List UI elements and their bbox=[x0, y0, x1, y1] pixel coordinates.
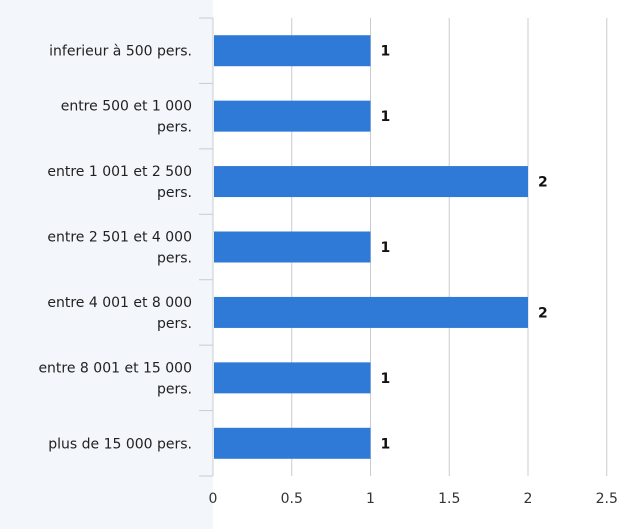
category-label-line: pers. bbox=[157, 316, 192, 332]
data-label: 2 bbox=[538, 175, 548, 191]
data-label: 1 bbox=[381, 240, 391, 256]
bar bbox=[214, 427, 371, 459]
category-label: plus de 15 000 pers. bbox=[48, 436, 192, 452]
x-axis-tick-labels: 0 0.5 1 1.5 2 2.5 bbox=[209, 491, 618, 507]
bar bbox=[214, 231, 371, 263]
x-tick-label: 0.5 bbox=[281, 491, 303, 507]
bar bbox=[214, 362, 371, 394]
category-label: entre 4 001 et 8 000 pers. bbox=[47, 295, 192, 332]
bar bbox=[214, 35, 371, 67]
category-label-line: entre 500 et 1 000 bbox=[61, 99, 192, 115]
data-label: 1 bbox=[381, 371, 391, 387]
data-label: 2 bbox=[538, 305, 548, 321]
category-label-line: entre 8 001 et 15 000 bbox=[38, 360, 192, 376]
category-label-line: pers. bbox=[157, 120, 192, 136]
x-tick-label: 1 bbox=[366, 491, 375, 507]
x-tick-label: 0 bbox=[209, 491, 218, 507]
x-tick-label: 1.5 bbox=[438, 491, 460, 507]
category-label-line: entre 2 501 et 4 000 bbox=[47, 230, 192, 246]
x-tick-label: 2 bbox=[524, 491, 533, 507]
data-label: 1 bbox=[381, 109, 391, 125]
chart-background bbox=[0, 0, 213, 529]
category-ticks bbox=[199, 17, 213, 477]
category-label-line: entre 4 001 et 8 000 bbox=[47, 295, 192, 311]
data-label: 1 bbox=[381, 44, 391, 60]
category-label: entre 8 001 et 15 000 pers. bbox=[38, 360, 192, 397]
bar bbox=[214, 100, 371, 132]
bars bbox=[214, 35, 528, 459]
bar bbox=[214, 166, 528, 198]
category-label: inferieur à 500 pers. bbox=[49, 44, 192, 60]
bar bbox=[214, 296, 528, 328]
category-label-line: plus de 15 000 pers. bbox=[48, 436, 192, 452]
data-labels: 1 1 2 1 2 1 1 bbox=[381, 44, 548, 453]
category-label: entre 1 001 et 2 500 pers. bbox=[47, 164, 192, 201]
category-label-line: pers. bbox=[157, 185, 192, 201]
category-label-line: pers. bbox=[157, 381, 192, 397]
category-label-line: pers. bbox=[157, 251, 192, 267]
category-labels: inferieur à 500 pers. entre 500 et 1 000 p… bbox=[38, 44, 192, 453]
category-label-line: inferieur à 500 pers. bbox=[49, 44, 192, 60]
category-label: entre 2 501 et 4 000 pers. bbox=[47, 230, 192, 267]
category-label-line: entre 1 001 et 2 500 bbox=[47, 164, 192, 180]
data-label: 1 bbox=[381, 436, 391, 452]
x-tick-label: 2.5 bbox=[596, 491, 618, 507]
category-label: entre 500 et 1 000 pers. bbox=[61, 99, 192, 136]
